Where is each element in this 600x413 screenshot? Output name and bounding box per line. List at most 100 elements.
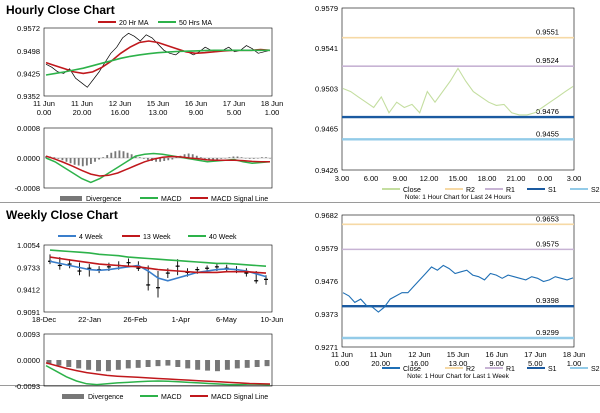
hourly-price-x-tick: 0.00: [37, 108, 52, 117]
weekly-divergence-bar: [254, 360, 260, 367]
hourly-divergence-bar: [45, 156, 48, 158]
weekly-divergence-bar: [125, 360, 131, 369]
hourly-levels-y-tick: 0.9503: [315, 84, 338, 93]
hourly-divergence-bar: [69, 158, 72, 164]
weekly-levels-frame: [341, 214, 575, 348]
hourly-divergence-bar: [228, 157, 231, 158]
hourly-levels-x-tick: 21.00: [507, 174, 526, 183]
hourly-divergence-bar: [204, 158, 206, 159]
weekly-levels-x-tick: 11 Jun: [331, 350, 353, 359]
weekly-levels-x-tick: 16.00: [410, 359, 429, 368]
hourly-divergence-bar: [244, 158, 247, 159]
hourly-price-x-tick: 13.00: [149, 108, 168, 117]
hourly-divergence-bar: [236, 156, 239, 158]
hourly-levels-x-tick: 3.00: [567, 174, 582, 183]
hourly-price-x-tick: 12 Jun: [109, 99, 132, 108]
hourly-levels-legend-s2: S2: [591, 187, 600, 194]
hourly-divergence-bar: [81, 158, 84, 167]
hourly-price-y-tick: 0.9425: [17, 69, 40, 78]
section-divider: [0, 202, 600, 203]
hourly-divergence-bar: [199, 157, 202, 158]
hourly-divergence-bar: [98, 158, 100, 160]
hourly-price-x-tick: 16 Jun: [185, 99, 208, 108]
legend-20hr-ma: 20 Hr MA: [119, 20, 149, 27]
weekly-divergence-bar: [135, 360, 141, 368]
weekly-divergence-bar: [115, 360, 121, 370]
hourly-levels-legend-r1: R1: [506, 187, 515, 194]
weekly-levels-level-label-s2: 0.9299: [536, 328, 559, 337]
weekly-levels-legend-s1: S1: [548, 366, 557, 373]
weekly-macd-frame: [43, 333, 273, 387]
hourly-macd-y-tick: 0.0008: [17, 124, 40, 133]
weekly-divergence-bar: [244, 360, 250, 368]
hourly-divergence-bar: [248, 158, 251, 159]
weekly-price-x-tick: 18-Dec: [32, 315, 56, 324]
hourly-levels-legend-close: Close: [403, 187, 421, 194]
weekly-price-y-tick: 0.9412: [17, 286, 40, 295]
hourly-divergence-bar: [114, 151, 117, 158]
weekly-divergence-bar: [224, 360, 230, 370]
hourly-divergence-bar: [53, 157, 56, 158]
hourly-divergence-bar: [77, 158, 80, 166]
weekly-divergence-bar: [56, 360, 62, 366]
weekly-levels-y-tick: 0.9373: [315, 310, 338, 319]
weekly-levels-x-tick: 9.00: [489, 359, 504, 368]
hourly-divergence-bar: [61, 158, 64, 161]
hourly-divergence-bar: [216, 158, 219, 160]
hourly-divergence-bar: [138, 157, 141, 158]
hourly-divergence-bar: [232, 156, 235, 158]
hourly-divergence-bar: [147, 158, 149, 160]
hourly-levels-x-tick: 18.00: [478, 174, 497, 183]
weekly-divergence-bar: [234, 360, 240, 369]
hourly-levels-y-tick: 0.9426: [315, 166, 338, 175]
hourly-divergence-bar: [155, 158, 157, 162]
hourly-price-bars: [45, 32, 271, 88]
hourly-levels-x-tick: 0.00: [538, 174, 553, 183]
bottom-divider: [0, 385, 600, 386]
hourly-ma-line-2: [45, 49, 270, 76]
hourly-levels-x-tick: 12.00: [420, 174, 439, 183]
hourly-divergence-bar: [130, 154, 133, 158]
weekly-levels-level-label-r2: 0.9653: [536, 214, 559, 223]
weekly-price-y-tick: 0.9091: [17, 308, 40, 317]
weekly-levels-close-line: [342, 264, 574, 313]
weekly-levels-level-label-s1: 0.9398: [536, 296, 559, 305]
weekly-levels-level-label-r1: 0.9575: [536, 239, 559, 248]
hourly-divergence-bar: [94, 158, 96, 162]
hourly-levels-level-label-s1: 0.9476: [536, 107, 559, 116]
legend-40-week: 40 Week: [209, 234, 237, 241]
hourly-price-y-tick: 0.9572: [17, 24, 40, 33]
hourly-levels-y-tick: 0.9465: [315, 125, 338, 134]
hourly-levels-x-tick: 3.00: [335, 174, 350, 183]
hourly-divergence-bar: [142, 158, 145, 159]
hourly-price-x-tick: 16.00: [111, 108, 130, 117]
hourly-price-x-tick: 18 Jun: [261, 99, 284, 108]
weekly-section-title: Weekly Close Chart: [6, 208, 118, 222]
legend-weekly-divergence: Divergence: [88, 394, 124, 401]
weekly-divergence-bar: [205, 360, 211, 371]
hourly-divergence-bar: [208, 158, 210, 160]
hourly-divergence-bar: [102, 157, 105, 158]
weekly-levels-x-tick: 5.00: [528, 359, 543, 368]
weekly-divergence-bar: [155, 360, 161, 367]
weekly-levels-legend-r2: R2: [466, 366, 475, 373]
weekly-levels-y-tick: 0.9476: [315, 277, 338, 286]
hourly-levels-legend-r2: R2: [466, 187, 475, 194]
hourly-levels-frame: [341, 7, 575, 171]
weekly-price-x-tick: 26-Feb: [123, 315, 147, 324]
hourly-price-x-tick: 11 Jun: [71, 99, 93, 108]
hourly-price-y-tick: 0.9352: [17, 92, 40, 101]
weekly-levels-legend-r1: R1: [506, 366, 515, 373]
hourly-divergence-bar: [240, 157, 243, 158]
hourly-price-x-tick: 15 Jun: [147, 99, 170, 108]
hourly-divergence-bar: [110, 152, 113, 158]
hourly-divergence-bar: [167, 158, 170, 161]
hourly-price-x-tick: 17 Jun: [223, 99, 246, 108]
hourly-levels-legend-s1: S1: [548, 187, 557, 194]
hourly-divergence-bar: [106, 155, 109, 158]
legend-13-week: 13 Week: [143, 234, 171, 241]
hourly-macd-y-tick: 0.0000: [17, 154, 40, 163]
hourly-price-x-tick: 20.00: [73, 108, 92, 117]
hourly-divergence-bar: [90, 158, 92, 164]
weekly-levels-x-tick: 0.00: [335, 359, 350, 368]
